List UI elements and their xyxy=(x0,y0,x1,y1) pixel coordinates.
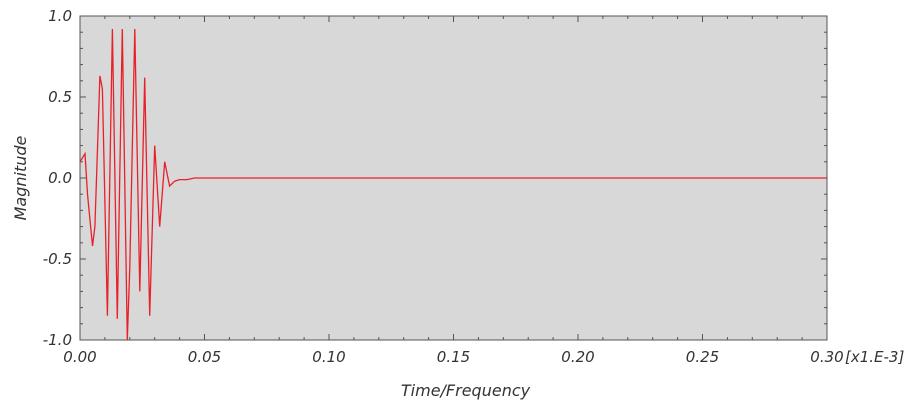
x-scale-label: [x1.E-3] xyxy=(845,348,904,366)
y-tick-label: -0.5 xyxy=(43,250,72,268)
x-tick-label: 0.05 xyxy=(188,348,221,366)
x-tick-label: 0.00 xyxy=(63,348,96,366)
x-tick-label: 0.10 xyxy=(312,348,345,366)
x-tick-label: 0.20 xyxy=(561,348,594,366)
x-tick-label: 0.25 xyxy=(686,348,719,366)
x-tick-label: 0.30 xyxy=(810,348,843,366)
y-tick-label: 0.0 xyxy=(48,169,72,187)
y-tick-label: 0.5 xyxy=(48,88,72,106)
x-axis: 0.00 0.05 0.10 0.15 0.20 0.25 0.30 xyxy=(63,16,844,366)
x-axis-label: Time/Frequency xyxy=(401,381,531,400)
y-axis: 1.0 0.5 0.0 -0.5 -1.0 xyxy=(43,7,827,349)
series-line xyxy=(79,28,827,341)
y-axis-label: Magnitude xyxy=(11,135,30,220)
y-tick-label: -1.0 xyxy=(43,331,72,349)
x-tick-label: 0.15 xyxy=(437,348,470,366)
y-tick-label: 1.0 xyxy=(48,7,72,25)
